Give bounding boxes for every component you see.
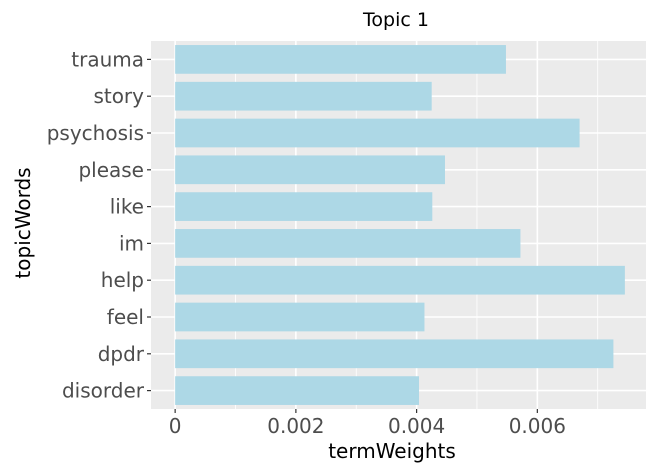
y-tick-label: story	[93, 84, 144, 108]
y-tick-label: please	[78, 158, 144, 182]
x-tick-label: 0.006	[509, 414, 566, 438]
y-tick-label: dpdr	[98, 342, 145, 366]
y-tick-label: like	[110, 195, 144, 219]
y-axis-title: topicWords	[11, 167, 35, 278]
y-tick-label: help	[101, 268, 144, 292]
x-axis-ticks: 0 0.002 0.004 0.006	[169, 409, 566, 438]
bar-like	[175, 192, 433, 221]
bar-trauma	[175, 45, 506, 74]
chart-title: Topic 1	[362, 9, 429, 31]
bar-feel	[175, 302, 425, 332]
y-tick-label: psychosis	[47, 121, 144, 145]
y-tick-label: trauma	[71, 47, 144, 71]
x-tick-label: 0	[169, 414, 182, 438]
x-tick-label: 0.004	[388, 414, 445, 438]
bars	[175, 45, 625, 405]
bar-psychosis	[175, 118, 580, 148]
x-tick-label: 0.002	[267, 414, 324, 438]
bar-disorder	[175, 376, 420, 405]
y-axis-ticks: trauma story psychosis please like im help feel…	[47, 47, 151, 403]
y-tick-label: disorder	[62, 379, 145, 403]
bar-help	[175, 265, 625, 295]
bar-dpdr	[175, 339, 614, 369]
bar-please	[175, 155, 445, 185]
y-tick-label: feel	[107, 305, 144, 329]
y-tick-label: im	[119, 231, 144, 255]
bar-story	[175, 81, 432, 111]
x-axis-title: termWeights	[328, 439, 456, 463]
bar-im	[175, 229, 521, 258]
